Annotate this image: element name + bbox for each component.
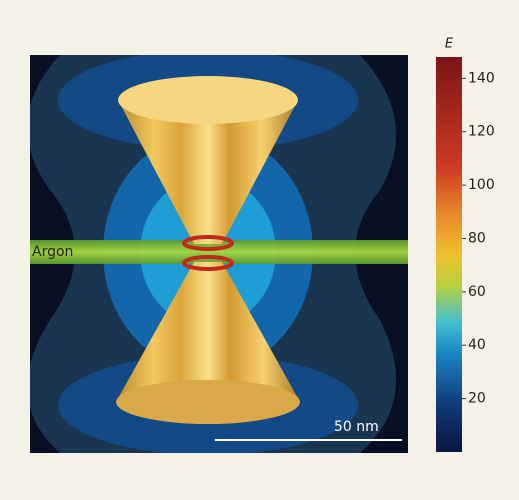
scale-bar-label: 50 nm: [334, 419, 379, 435]
tick-label: 140: [468, 70, 495, 86]
beam-label: Argon: [32, 244, 73, 260]
tick-label: 100: [468, 177, 495, 193]
colorbar-ticks: 20 40 60 80 100 120 140: [462, 70, 495, 406]
tick-label: 60: [468, 284, 486, 300]
tick-label: 80: [468, 230, 486, 246]
page: Argon 50 nm E 20406080100120140 (() => {…: [0, 0, 519, 500]
figure: Argon 50 nm E 20 40 60 80 100 120 140: [0, 0, 519, 500]
field-map: [27, 50, 408, 455]
tick-label: 20: [468, 391, 486, 407]
tick-label: 40: [468, 337, 486, 353]
tick-label: 120: [468, 124, 495, 140]
colorbar: [436, 57, 462, 452]
colorbar-label: E: [445, 37, 454, 52]
